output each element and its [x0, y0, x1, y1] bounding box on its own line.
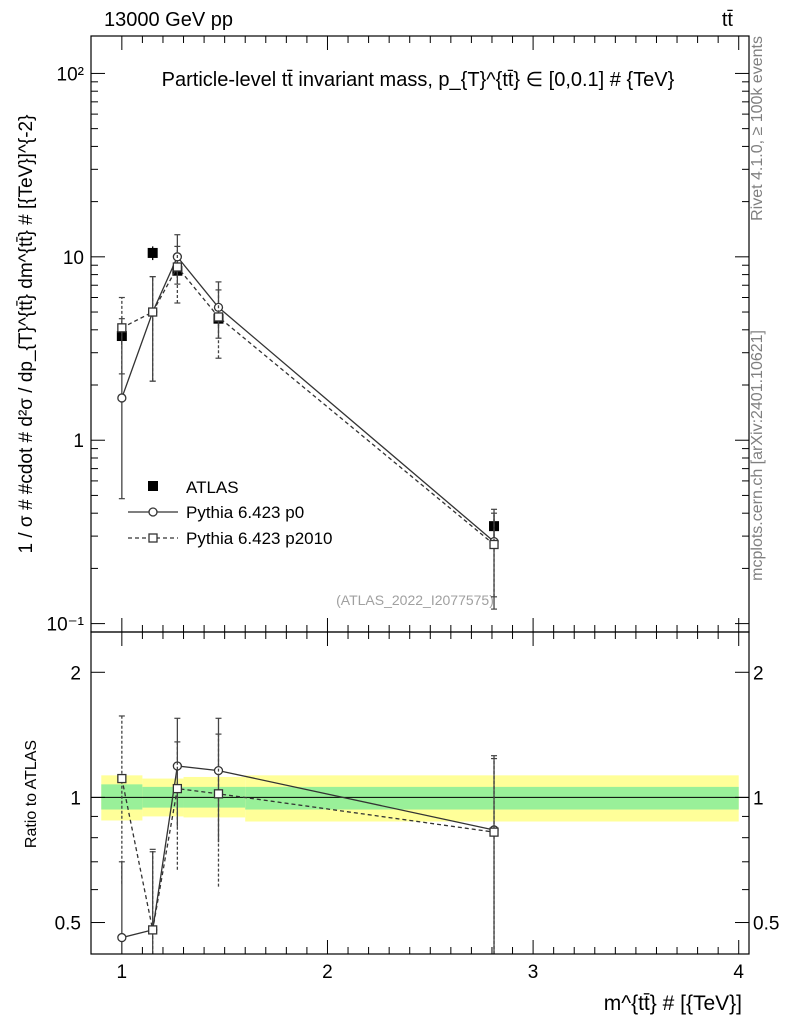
ratio-point-p2010 — [213, 789, 224, 799]
x-tick-label: 3 — [528, 962, 539, 983]
ratio-y-axis-label: Ratio to ATLAS — [23, 740, 40, 848]
legend-label-p2010: Pythia 6.423 p2010 — [186, 529, 333, 548]
ratio-plot-panel: 0.5 0.5 1 1 2 2 1 2 3 4 Ratio to ATLAS m^{tt̄} # … — [23, 631, 779, 1015]
rivet-version-label: Rivet 4.1.0, ≥ 100k events — [749, 36, 766, 221]
x-axis-label: m^{tt̄} # [{TeV}] — [604, 992, 742, 1015]
main-y-tick-label: 10⁻¹ — [47, 615, 85, 636]
ratio-axis-ticks: 0.5 0.5 1 1 2 2 1 2 3 4 — [55, 632, 779, 983]
ratio-series-group — [117, 715, 499, 954]
ratio-y-tick-label-left: 1 — [70, 788, 81, 809]
ratio-y-tick-label-right: 2 — [753, 663, 764, 684]
x-tick-label: 4 — [733, 962, 744, 983]
x-tick-label: 1 — [117, 962, 128, 983]
ratio-y-tick-label-right: 1 — [753, 788, 764, 809]
ratio-y-tick-label-left: 0.5 — [55, 914, 81, 935]
data-point-p2010 — [148, 307, 158, 317]
data-point-p0 — [117, 393, 127, 403]
legend-marker-atlas — [148, 481, 158, 491]
ratio-point-p0 — [117, 932, 127, 943]
ratio-y-tick-label-left: 2 — [70, 663, 81, 684]
process-label: tt̄ — [722, 9, 734, 31]
plot-title: Particle-level tt̄ invariant mass, p_{T}… — [162, 69, 675, 91]
data-point-p2010 — [117, 323, 127, 333]
analysis-watermark: (ATLAS_2022_I2077575) — [336, 592, 494, 608]
x-tick-label: 2 — [322, 962, 333, 983]
ratio-point-p2010 — [148, 925, 158, 935]
data-point-p2010 — [172, 262, 183, 272]
ratio-point-p2010 — [489, 827, 499, 837]
legend-marker-p2010 — [148, 533, 158, 543]
main-y-tick-label: 10 — [63, 248, 84, 269]
legend: ATLAS Pythia 6.423 p0 Pythia 6.423 p2010 — [128, 478, 333, 548]
legend-label-p0: Pythia 6.423 p0 — [186, 503, 304, 522]
main-series-group — [116, 234, 500, 610]
ratio-point-p2010 — [172, 783, 183, 794]
ratio-point-p2010 — [117, 773, 127, 784]
main-axis-ticks: 1 10 10² 10⁻¹ — [47, 36, 749, 636]
data-point-atlas — [147, 247, 158, 258]
green-band-segment — [245, 786, 739, 810]
main-y-tick-label: 10² — [57, 64, 84, 85]
main-plot-panel: 1 10 10² 10⁻¹ Particle-level tt̄ invariant … — [16, 35, 750, 636]
legend-marker-p0 — [148, 507, 158, 517]
ratio-y-tick-label-right: 0.5 — [753, 914, 779, 935]
main-y-tick-label: 1 — [73, 431, 84, 452]
data-point-p2010 — [213, 312, 224, 322]
data-point-p2010 — [489, 539, 499, 550]
legend-label-atlas: ATLAS — [186, 478, 239, 497]
energy-label: 13000 GeV pp — [104, 9, 233, 31]
series-line-2 — [121, 265, 495, 546]
mcplots-label: mcplots.cern.ch [arXiv:2401.10621] — [749, 330, 766, 581]
main-y-axis-label: 1 / σ # #cdot # d²σ / dp_{T}^{tt̄} dm^{t… — [16, 115, 37, 554]
ratio-frame — [90, 631, 750, 955]
